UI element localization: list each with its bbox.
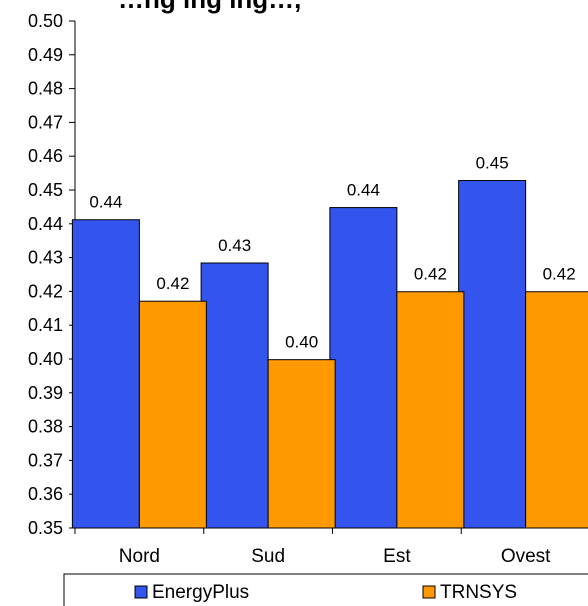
bar-trnsys (267, 359, 336, 529)
data-label: 0.42 (543, 265, 576, 284)
y-tick-label: 0.47 (28, 112, 63, 132)
y-tick-label: 0.45 (28, 180, 63, 200)
y-tick-label: 0.35 (28, 518, 63, 538)
legend-box (63, 573, 588, 606)
y-tick-label: 0.36 (28, 484, 63, 504)
x-tick-label: Ovest (501, 546, 551, 567)
bar-trnsys (525, 291, 588, 529)
legend: EnergyPlus TRNSYS (63, 573, 588, 606)
bar-energyplus (458, 180, 527, 529)
y-tick-label: 0.38 (28, 417, 63, 437)
legend-label: EnergyPlus (152, 582, 249, 603)
data-label: 0.44 (89, 193, 122, 212)
legend-swatch-energyplus (134, 585, 148, 599)
data-label: 0.42 (414, 265, 447, 284)
bar-trnsys (138, 300, 207, 529)
data-label: 0.40 (285, 333, 318, 352)
x-tick-label: Sud (251, 546, 285, 567)
bar-energyplus (329, 207, 398, 529)
data-label: 0.45 (476, 154, 509, 173)
y-tick-label: 0.41 (28, 315, 63, 335)
data-label: 0.42 (156, 274, 189, 293)
bar-trnsys (396, 291, 465, 529)
chart-title: …ng ing ing…, (118, 0, 301, 14)
y-tick-label: 0.50 (28, 11, 63, 31)
x-tick-label: Est (383, 546, 411, 567)
labels-group: 0.44 0.43 0.44 0.45 0.42 0.40 0.42 0.42 (89, 154, 575, 352)
y-tick-label: 0.40 (28, 349, 63, 369)
y-tick-label: 0.37 (28, 450, 63, 470)
y-tick-label: 0.39 (28, 383, 63, 403)
bar-energyplus (71, 219, 140, 529)
y-tick-label: 0.46 (28, 146, 63, 166)
legend-swatch-trnsys (422, 585, 436, 599)
y-tick-label: 0.48 (28, 79, 63, 99)
axes: 0.350.360.370.380.390.400.410.420.430.44… (28, 11, 588, 567)
data-label: 0.43 (218, 236, 251, 255)
y-tick-label: 0.43 (28, 248, 63, 268)
y-tick-label: 0.42 (28, 281, 63, 301)
data-label: 0.44 (347, 181, 380, 200)
y-tick-label: 0.44 (28, 214, 63, 234)
x-tick-label: Nord (119, 546, 160, 567)
legend-label: TRNSYS (440, 582, 517, 603)
bar-energyplus (200, 262, 269, 529)
bars-group (71, 180, 588, 529)
y-tick-label: 0.49 (28, 45, 63, 65)
